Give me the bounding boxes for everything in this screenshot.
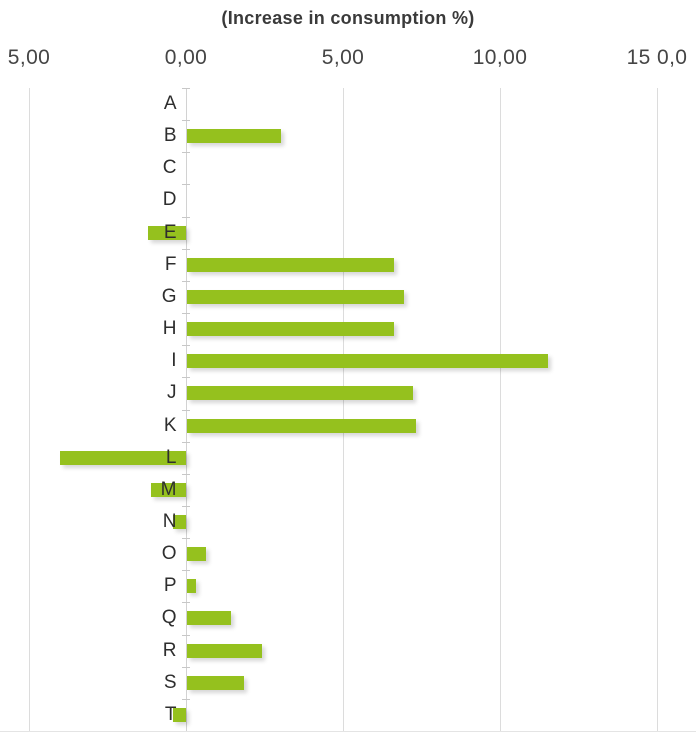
category-label-A: A (163, 93, 177, 114)
bar-O (187, 547, 206, 562)
axis-row-tick (182, 377, 190, 378)
category-label-R: R (162, 639, 177, 661)
axis-row-tick (182, 699, 190, 700)
category-label-J: J (167, 382, 177, 404)
axis-row-tick (182, 281, 190, 282)
x-axis-label: 0,00 (164, 46, 208, 69)
x-axis: 5,00 0,00 5,00 10,00 15 0,0 (0, 46, 696, 76)
zero-axis-line (186, 88, 187, 731)
axis-row-tick (182, 217, 190, 218)
category-label-L: L (165, 446, 177, 468)
chart-title: (Increase in consumption %) (221, 8, 475, 28)
chart-baseline (0, 731, 696, 732)
gridline (29, 88, 30, 731)
gridline (343, 88, 344, 731)
axis-row-tick (182, 570, 190, 571)
axis-row-tick (182, 474, 190, 475)
axis-row-tick (182, 184, 190, 185)
axis-row-tick (182, 410, 190, 411)
axis-row-tick (182, 249, 190, 250)
axis-row-tick (182, 635, 190, 636)
x-axis-label: 15 0,0 (626, 46, 688, 69)
x-axis-label: 10,00 (472, 46, 528, 69)
category-label-T: T (164, 703, 177, 725)
axis-row-tick (182, 313, 190, 314)
axis-row-tick (182, 602, 190, 603)
bar-H (187, 322, 395, 337)
x-axis-label: 5,00 (321, 46, 365, 69)
bar-E (148, 225, 186, 240)
axis-row-tick (182, 442, 190, 443)
category-label-S: S (163, 671, 177, 693)
bar-P (187, 579, 197, 594)
bar-G (187, 289, 404, 304)
category-label-O: O (161, 543, 177, 565)
category-label-I: I (171, 350, 177, 372)
bar-S (187, 675, 244, 690)
bar-I (187, 354, 549, 369)
bar-R (187, 643, 263, 658)
axis-row-tick (182, 538, 190, 539)
category-label-H: H (162, 318, 177, 340)
category-label-D: D (162, 189, 177, 211)
bar-K (187, 418, 417, 433)
bar-J (187, 386, 414, 401)
category-label-P: P (163, 575, 177, 597)
axis-row-tick (182, 88, 190, 89)
category-label-G: G (161, 285, 177, 307)
axis-row-tick (182, 152, 190, 153)
gridline (657, 88, 658, 731)
bar-M (151, 482, 186, 497)
bar-L (60, 450, 186, 465)
gridline (500, 88, 501, 731)
category-label-F: F (164, 253, 177, 275)
axis-row-tick (182, 345, 190, 346)
axis-row-tick (182, 506, 190, 507)
axis-row-tick (182, 667, 190, 668)
category-label-N: N (162, 510, 177, 532)
category-label-E: E (163, 221, 177, 243)
category-label-M: M (160, 478, 177, 500)
bar-T (173, 707, 186, 722)
category-label-C: C (162, 157, 177, 179)
axis-row-tick (182, 120, 190, 121)
bar-N (173, 515, 186, 530)
category-label-B: B (163, 125, 177, 147)
bar-Q (187, 611, 231, 626)
bar-F (187, 257, 395, 272)
bar-B (187, 129, 282, 144)
category-label-Q: Q (161, 607, 177, 629)
category-label-K: K (163, 414, 177, 436)
x-axis-label: 5,00 (7, 46, 51, 69)
